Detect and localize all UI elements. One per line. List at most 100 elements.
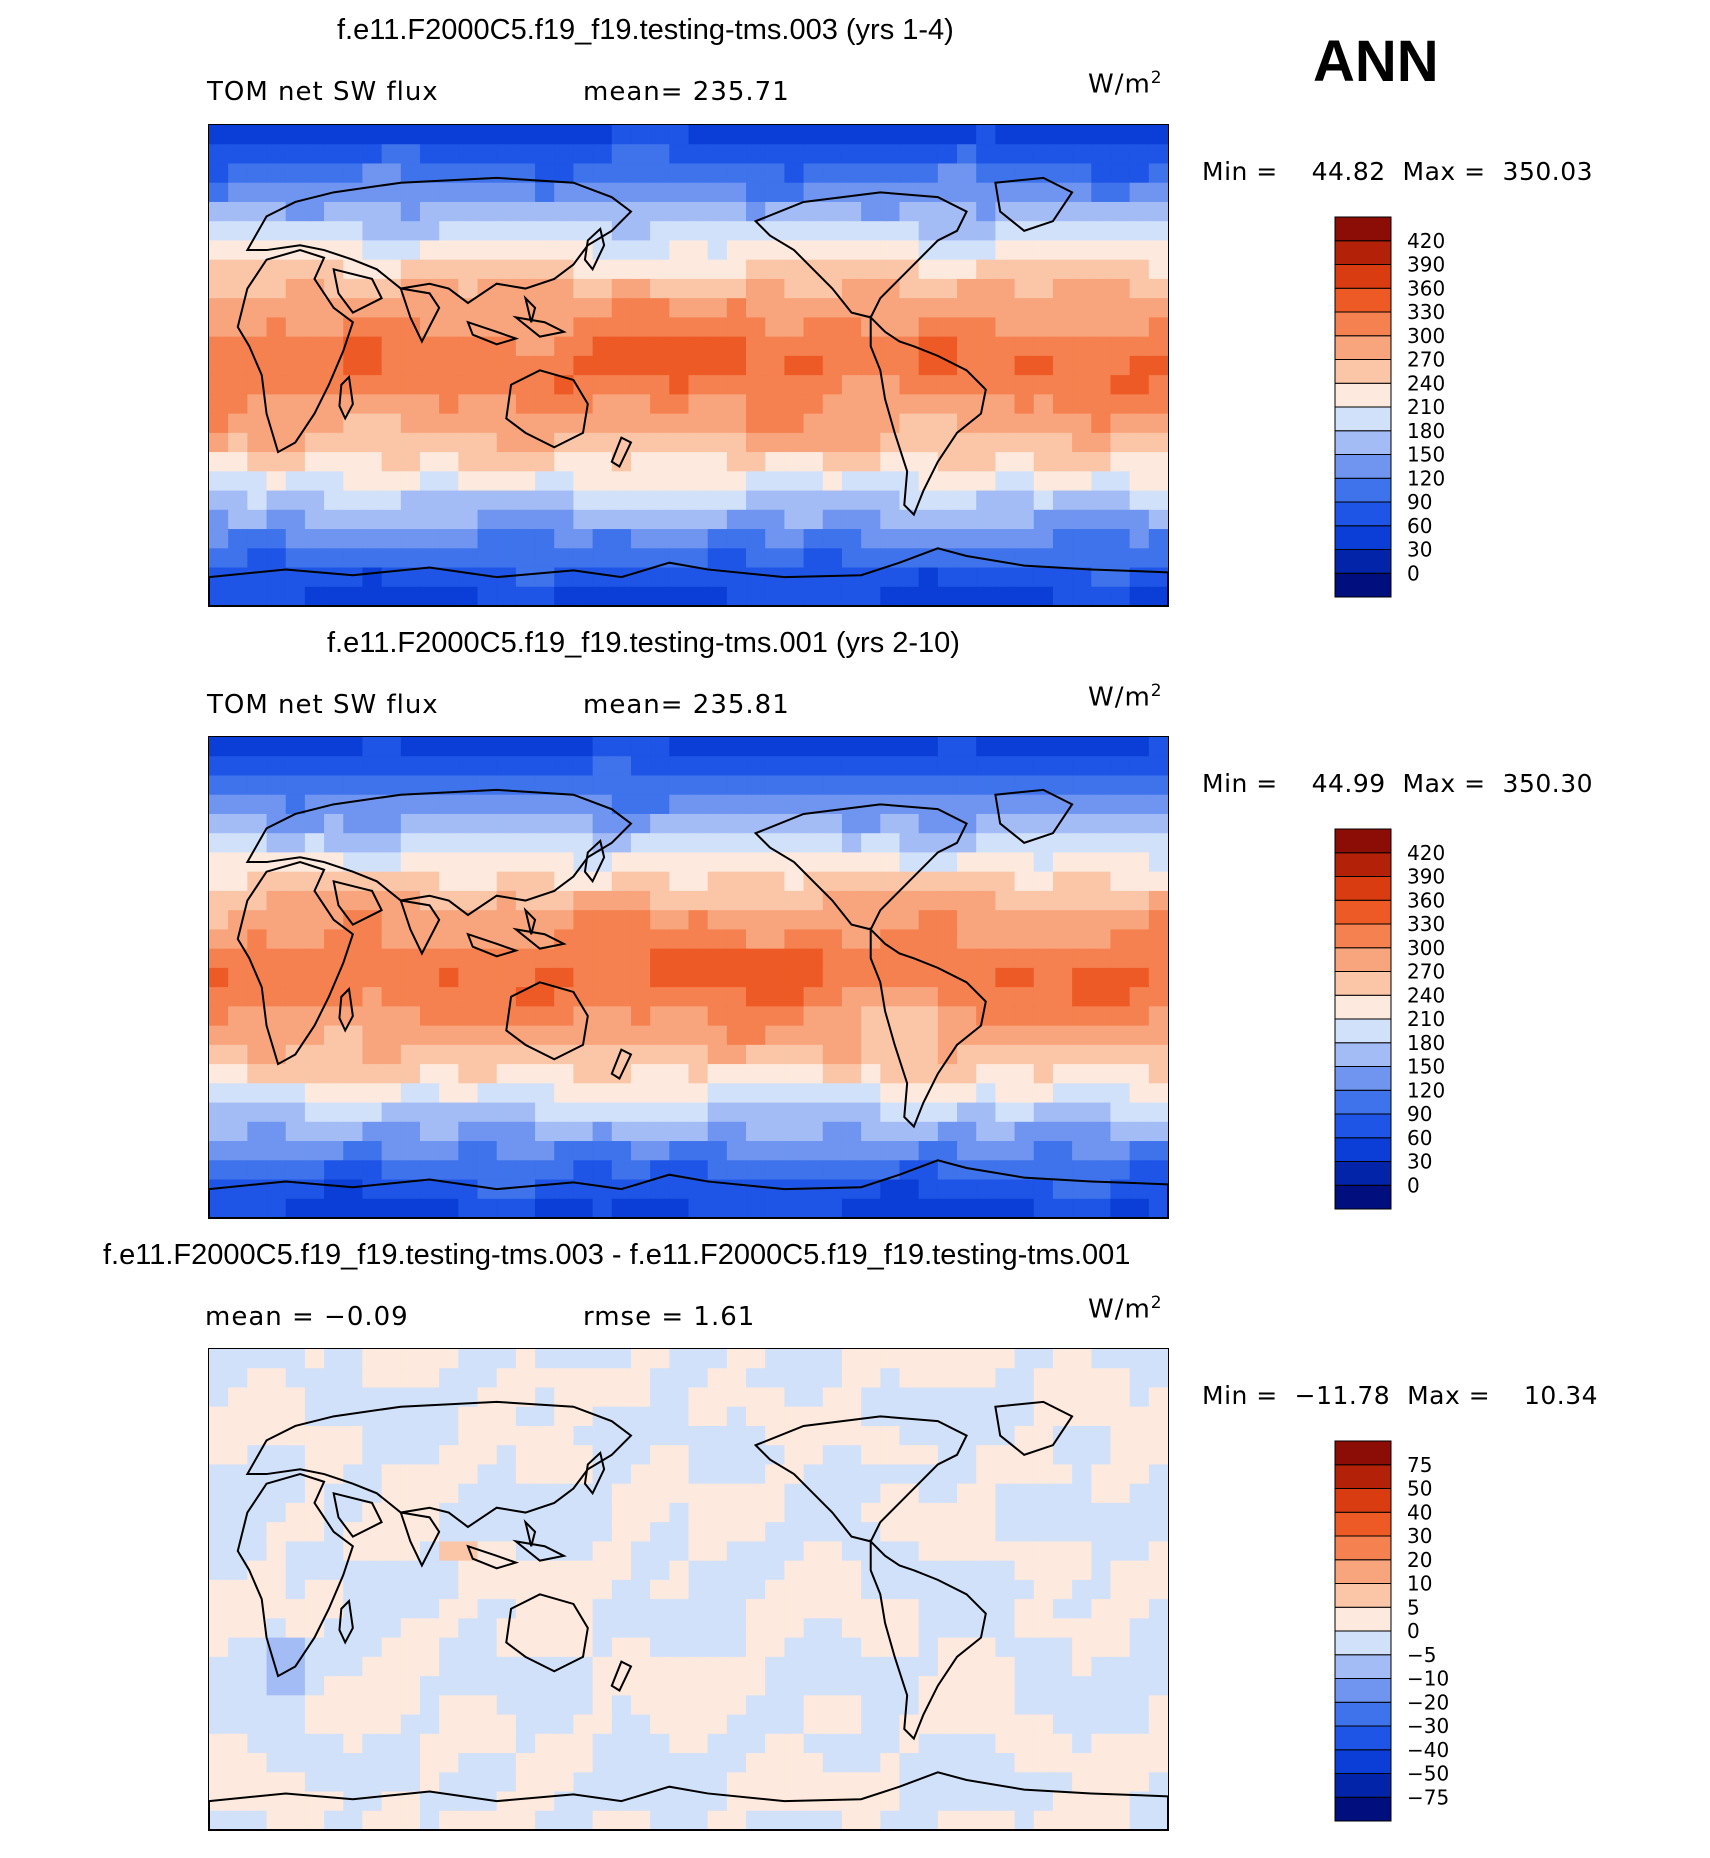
map-cell bbox=[439, 1006, 459, 1027]
map-cell bbox=[304, 1483, 325, 1504]
map-cell bbox=[592, 1522, 613, 1542]
map-cell bbox=[439, 1198, 459, 1218]
colorbar-tick-label: 150 bbox=[1407, 443, 1445, 467]
map-cell bbox=[554, 278, 574, 299]
map-cell bbox=[957, 1121, 977, 1142]
map-cell bbox=[1033, 1810, 1054, 1830]
map-cell bbox=[477, 1349, 498, 1369]
map-cell bbox=[841, 240, 862, 261]
map-cell bbox=[1091, 182, 1111, 203]
map-cell bbox=[1014, 240, 1035, 261]
map-cell bbox=[918, 967, 939, 988]
map-cell bbox=[573, 1064, 594, 1084]
map-cell bbox=[1091, 1810, 1111, 1830]
map-cell bbox=[707, 355, 728, 376]
map-cell bbox=[1052, 1502, 1073, 1523]
map-cell bbox=[841, 1599, 862, 1619]
map-cell bbox=[535, 259, 555, 280]
map-cell bbox=[899, 1349, 920, 1369]
map-cell bbox=[304, 317, 325, 338]
map-cell bbox=[515, 1714, 536, 1735]
map-cell bbox=[1052, 1064, 1073, 1084]
map-cell bbox=[419, 413, 440, 434]
map-cell bbox=[419, 471, 440, 492]
map-cell bbox=[957, 1753, 977, 1773]
map-cell bbox=[324, 1753, 344, 1773]
map-cell bbox=[247, 1198, 268, 1218]
map-cell bbox=[688, 221, 709, 241]
map-cell bbox=[976, 1483, 996, 1504]
map-cell bbox=[1091, 1599, 1111, 1619]
map-cell bbox=[1072, 1121, 1092, 1142]
map-cell bbox=[976, 471, 996, 492]
colorbar-box bbox=[1334, 1583, 1392, 1608]
map-cell bbox=[1129, 1695, 1150, 1716]
map-cell bbox=[976, 1560, 996, 1581]
map-cell bbox=[419, 394, 440, 415]
map-cell bbox=[861, 1368, 881, 1388]
map-cell bbox=[650, 1599, 670, 1619]
map-cell bbox=[1072, 1733, 1092, 1754]
map-cell bbox=[937, 1695, 958, 1716]
map-cell bbox=[1033, 890, 1054, 911]
map-cell bbox=[381, 852, 402, 873]
map-cell bbox=[937, 987, 958, 1007]
map-cell bbox=[1148, 1141, 1168, 1161]
map-cell bbox=[458, 240, 478, 261]
map-cell bbox=[822, 1733, 843, 1754]
map-cell bbox=[554, 794, 574, 815]
map-cell bbox=[362, 1025, 383, 1046]
map-cell bbox=[496, 1695, 517, 1716]
map-cell bbox=[995, 1810, 1016, 1830]
coastline bbox=[247, 178, 631, 303]
map-cell bbox=[841, 1560, 862, 1581]
map-cell bbox=[630, 1044, 651, 1065]
map-cell bbox=[611, 1160, 632, 1181]
map-cell bbox=[995, 1791, 1016, 1812]
coastline bbox=[585, 841, 604, 881]
map-cell bbox=[535, 548, 555, 569]
map-cell bbox=[918, 317, 939, 338]
colorbar-box bbox=[1334, 525, 1392, 550]
map-cell bbox=[611, 1406, 632, 1427]
map-cell bbox=[861, 1425, 881, 1446]
map-cell bbox=[841, 1791, 862, 1812]
map-cell bbox=[669, 509, 689, 530]
map-cell bbox=[976, 259, 996, 280]
map-cell bbox=[937, 567, 958, 588]
colorbar-box bbox=[1334, 923, 1392, 949]
map-cell bbox=[957, 298, 977, 318]
map-cell bbox=[419, 1579, 440, 1600]
map-cell bbox=[1148, 375, 1168, 395]
map-cell bbox=[343, 471, 363, 492]
map-cell bbox=[726, 1560, 747, 1581]
map-cell bbox=[1072, 871, 1092, 892]
map-cell bbox=[285, 1064, 306, 1084]
map-cell bbox=[304, 1083, 325, 1104]
map-cell bbox=[611, 240, 632, 261]
map-cell bbox=[861, 509, 881, 530]
map-cell bbox=[458, 871, 478, 892]
map-cell bbox=[1014, 471, 1035, 492]
map-cell bbox=[1014, 490, 1035, 511]
map-cell bbox=[1129, 432, 1150, 453]
map-cell bbox=[400, 1791, 421, 1812]
panel-2-min-label: Min = bbox=[1202, 769, 1278, 798]
map-cell bbox=[247, 317, 268, 338]
map-cell bbox=[899, 1618, 920, 1639]
map-cell bbox=[209, 1141, 229, 1161]
map-cell bbox=[669, 1541, 689, 1562]
map-cell bbox=[496, 490, 517, 511]
map-cell bbox=[630, 1368, 651, 1388]
map-cell bbox=[688, 586, 709, 606]
map-cell bbox=[880, 240, 900, 261]
map-cell bbox=[650, 567, 670, 588]
map-cell bbox=[669, 1695, 689, 1716]
map-cell bbox=[247, 1406, 268, 1427]
map-cell bbox=[573, 756, 594, 776]
map-cell bbox=[841, 586, 862, 606]
map-cell bbox=[995, 240, 1016, 261]
map-cell bbox=[611, 182, 632, 203]
colorbar-box bbox=[1334, 1066, 1392, 1091]
map-cell bbox=[458, 509, 478, 530]
